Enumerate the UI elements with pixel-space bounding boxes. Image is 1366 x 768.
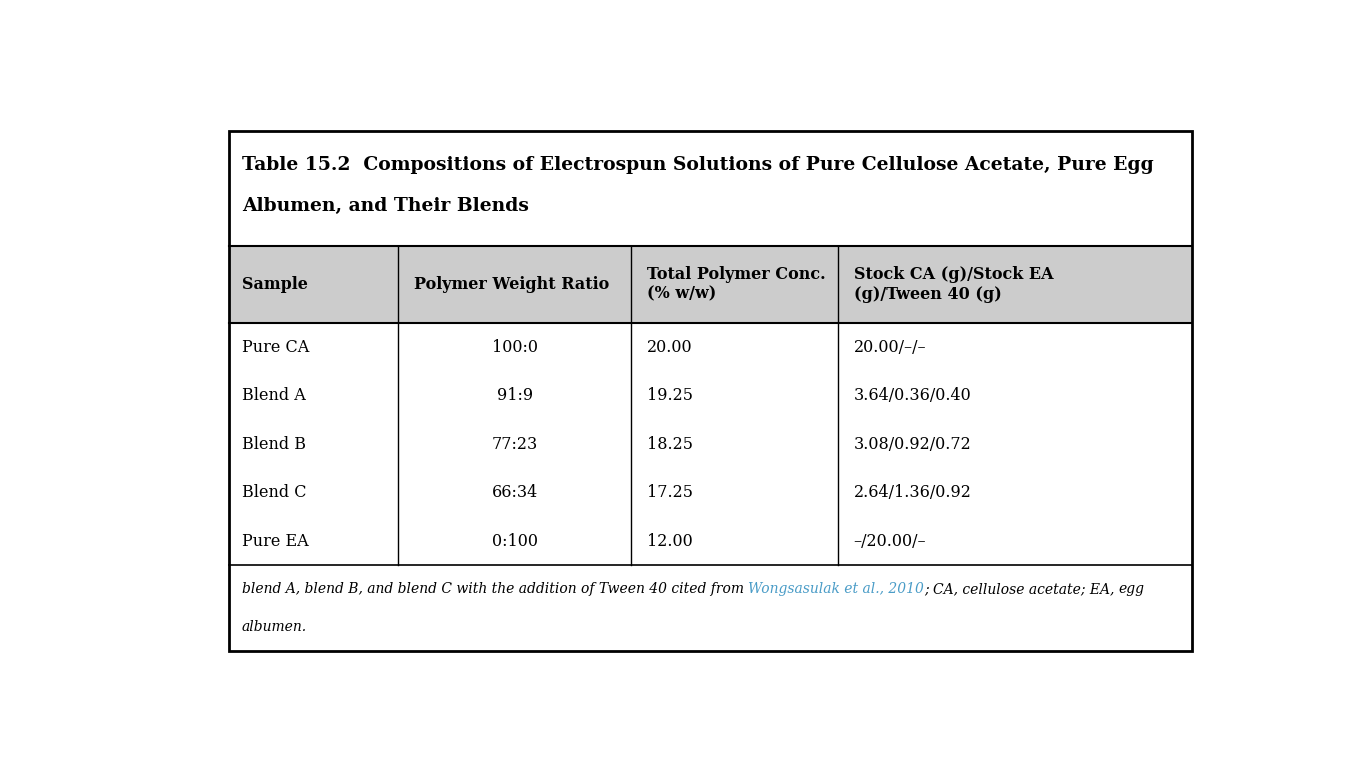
Text: Polymer Weight Ratio: Polymer Weight Ratio <box>414 276 609 293</box>
Text: 18.25: 18.25 <box>647 435 693 452</box>
Text: egg: egg <box>1119 582 1145 596</box>
Text: Sample: Sample <box>242 276 307 293</box>
Bar <box>229 131 1193 651</box>
Text: Table 15.2  Compositions of Electrospun Solutions of Pure Cellulose Acetate, Pur: Table 15.2 Compositions of Electrospun S… <box>242 156 1153 174</box>
Text: 66:34: 66:34 <box>492 484 538 501</box>
Text: 20.00/–/–: 20.00/–/– <box>854 339 926 356</box>
Text: 0:100: 0:100 <box>492 532 538 549</box>
Text: 91:9: 91:9 <box>497 387 533 404</box>
Text: albumen.: albumen. <box>242 620 307 634</box>
Text: 20.00: 20.00 <box>647 339 693 356</box>
Text: 100:0: 100:0 <box>492 339 538 356</box>
Bar <box>229 246 1193 323</box>
Text: Pure EA: Pure EA <box>242 532 309 549</box>
Text: Blend C: Blend C <box>242 484 306 501</box>
Text: 3.64/0.36/0.40: 3.64/0.36/0.40 <box>854 387 971 404</box>
Text: Pure CA: Pure CA <box>242 339 309 356</box>
Text: 2.64/1.36/0.92: 2.64/1.36/0.92 <box>854 484 971 501</box>
Text: 12.00: 12.00 <box>647 532 693 549</box>
Text: Blend B: Blend B <box>242 435 306 452</box>
Text: –/20.00/–: –/20.00/– <box>854 532 926 549</box>
Text: Blend A: Blend A <box>242 387 306 404</box>
Text: 17.25: 17.25 <box>647 484 693 501</box>
Text: 77:23: 77:23 <box>492 435 538 452</box>
Text: 3.08/0.92/0.72: 3.08/0.92/0.72 <box>854 435 971 452</box>
Text: 19.25: 19.25 <box>647 387 693 404</box>
Text: Albumen, and Their Blends: Albumen, and Their Blends <box>242 197 529 214</box>
Bar <box>229 131 1193 651</box>
Text: blend A, blend B, and blend C with the addition of Tween 40 cited from: blend A, blend B, and blend C with the a… <box>242 582 749 596</box>
Text: Total Polymer Conc.
(% w/w): Total Polymer Conc. (% w/w) <box>647 266 826 303</box>
Text: Wongsasulak et al., 2010: Wongsasulak et al., 2010 <box>749 582 923 596</box>
Text: ; CA, cellulose acetate; EA,: ; CA, cellulose acetate; EA, <box>923 582 1119 596</box>
Text: Stock CA (g)/Stock EA
(g)/Tween 40 (g): Stock CA (g)/Stock EA (g)/Tween 40 (g) <box>854 266 1053 303</box>
